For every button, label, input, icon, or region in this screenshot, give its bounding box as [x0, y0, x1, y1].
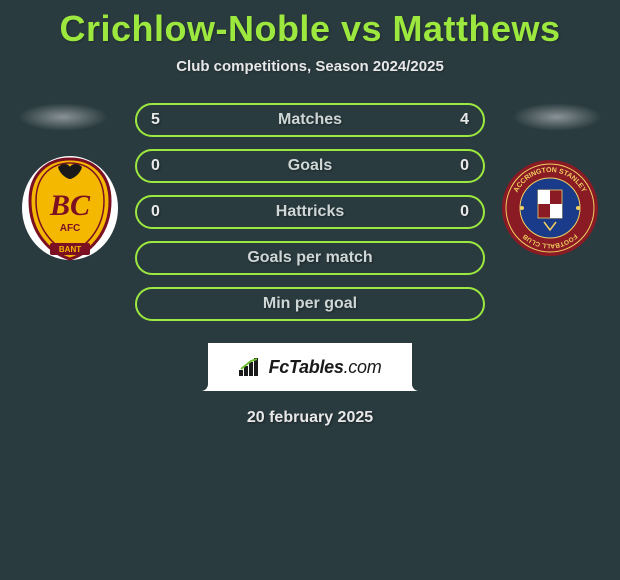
- stat-label: Matches: [278, 111, 342, 129]
- stat-row-gpm: Goals per match: [135, 241, 485, 275]
- stat-left-value: 0: [151, 157, 175, 175]
- stat-row-mpg: Min per goal: [135, 287, 485, 321]
- stats-area: BC AFC BANT ACCRINGTON STANLEY FOOTBALL …: [0, 103, 620, 427]
- stat-label: Goals: [288, 157, 332, 175]
- stat-label: Hattricks: [276, 203, 344, 221]
- fctables-suffix: .com: [344, 357, 382, 377]
- stat-left-value: 5: [151, 111, 175, 129]
- page-title: Crichlow-Noble vs Matthews: [0, 0, 620, 50]
- footer-date: 20 february 2025: [0, 409, 620, 427]
- stat-row-hattricks: 0 Hattricks 0: [135, 195, 485, 229]
- fctables-badge: FcTables.com: [201, 343, 419, 391]
- stat-label: Goals per match: [247, 249, 372, 267]
- stat-right-value: 4: [445, 111, 469, 129]
- stat-label: Min per goal: [263, 295, 357, 313]
- team-crest-left: BC AFC BANT: [20, 153, 120, 263]
- stat-row-matches: 5 Matches 4: [135, 103, 485, 137]
- svg-text:AFC: AFC: [60, 223, 81, 234]
- stat-row-goals: 0 Goals 0: [135, 149, 485, 183]
- glow-right: [512, 103, 602, 131]
- fctables-text: FcTables.com: [269, 357, 382, 378]
- stat-right-value: 0: [445, 157, 469, 175]
- svg-text:BC: BC: [49, 189, 91, 222]
- stat-right-value: 0: [445, 203, 469, 221]
- page-subtitle: Club competitions, Season 2024/2025: [0, 58, 620, 75]
- team-crest-right: ACCRINGTON STANLEY FOOTBALL CLUB: [500, 153, 600, 263]
- fctables-name: FcTables: [269, 357, 344, 377]
- glow-left: [18, 103, 108, 131]
- svg-text:BANT: BANT: [59, 245, 81, 254]
- stat-left-value: 0: [151, 203, 175, 221]
